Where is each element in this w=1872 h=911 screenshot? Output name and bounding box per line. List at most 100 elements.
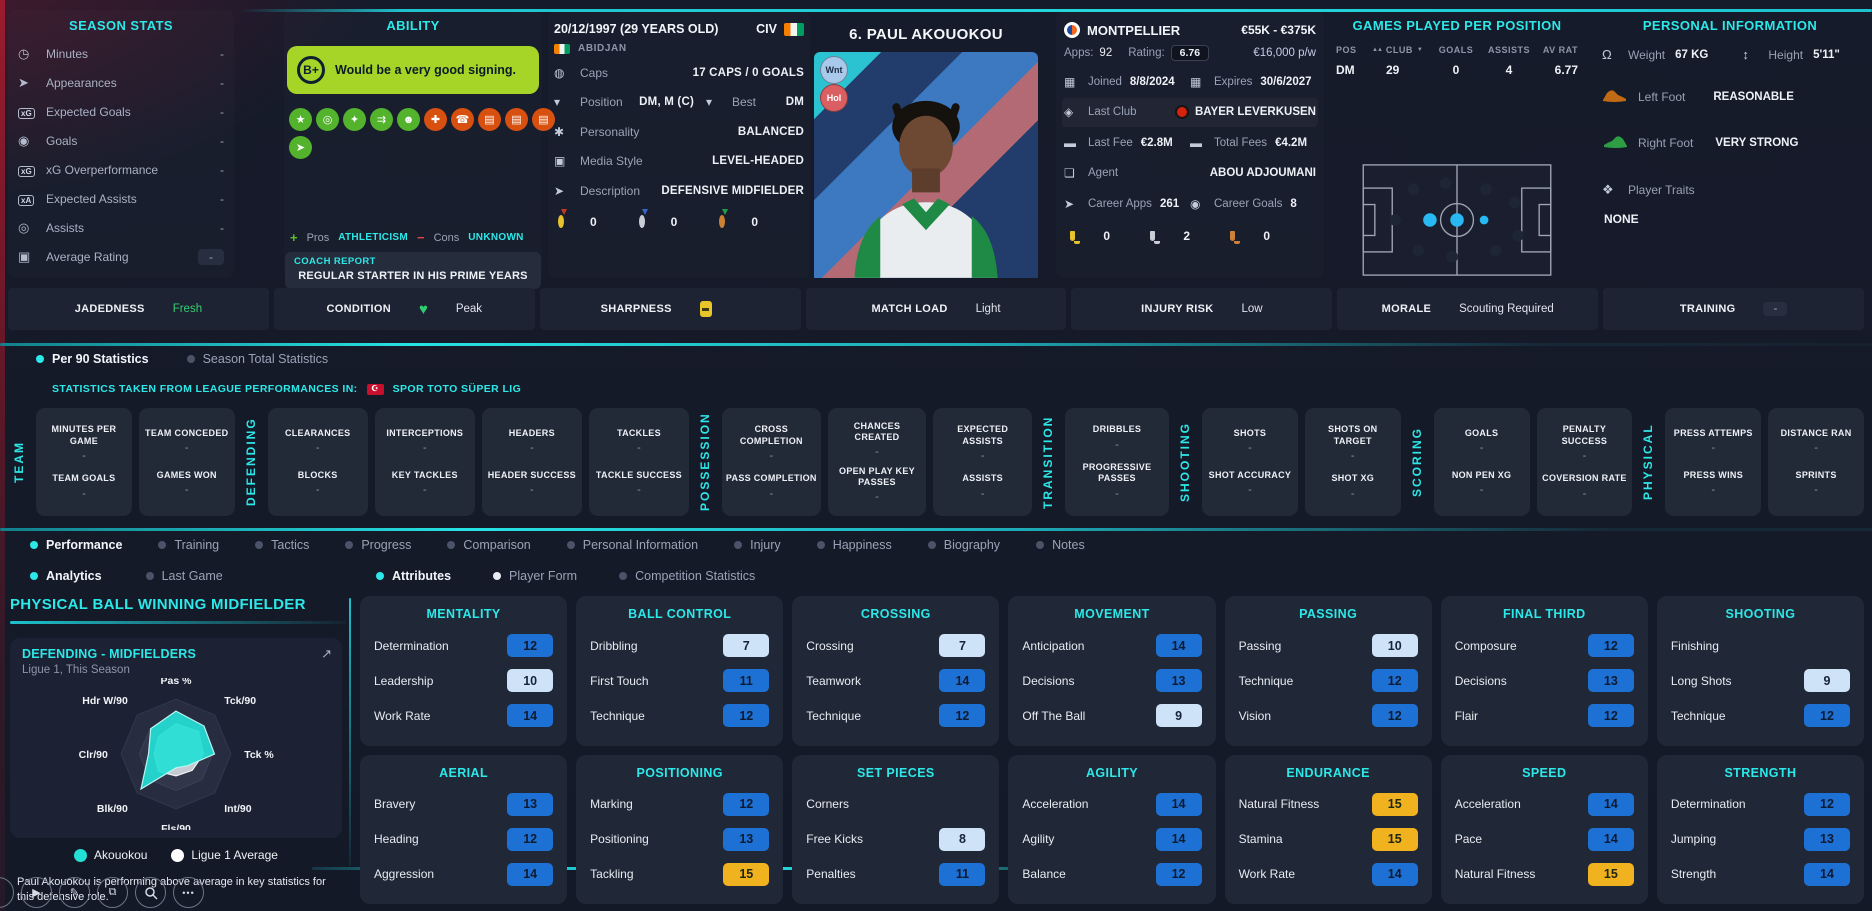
agent-icon: ❏ <box>1064 166 1075 181</box>
calendar-icon: ▦ <box>1064 74 1076 89</box>
tab-analytics[interactable]: Analytics <box>30 569 102 583</box>
stat-value: - <box>980 449 985 462</box>
hidden-action-button[interactable] <box>0 877 14 908</box>
attribute-row: Bravery 13 <box>374 787 554 822</box>
tab-last-game[interactable]: Last Game <box>145 569 223 583</box>
legend-label: Ligue 1 Average <box>191 848 278 862</box>
ability-trait-icons-row2: ➤ <box>289 136 312 159</box>
weight-value: 67 KG <box>1675 48 1709 61</box>
stat-value: - <box>1814 442 1818 455</box>
left-foot-value: REASONABLE <box>1713 91 1794 103</box>
tab-comparison[interactable]: Comparison <box>447 538 531 552</box>
tab-notes[interactable]: Notes <box>1036 538 1085 552</box>
attribute-row: Finishing <box>1671 628 1850 663</box>
attribute-value-badge: 12 <box>1371 704 1418 727</box>
player-photo-panel: 6. PAUL AKOUOKOU Wnt Hol <box>812 10 1040 278</box>
attribute-group-title: AERIAL <box>439 765 489 780</box>
sort-desc-icon[interactable]: ▼ <box>1416 47 1423 53</box>
tab-label: Happiness <box>832 538 892 552</box>
column-assists[interactable]: ASSISTS <box>1487 45 1530 55</box>
money-icon: ▬ <box>1064 135 1076 150</box>
attribute-value-badge: 11 <box>939 862 986 886</box>
tab-per-90-statistics[interactable]: Per 90 Statistics <box>36 352 149 366</box>
attribute-value-badge: 14 <box>1587 792 1634 816</box>
condition-label: CONDITION <box>326 303 391 315</box>
attribute-value-badge: 12 <box>507 827 554 851</box>
condition-value: Peak <box>455 303 483 315</box>
column-club[interactable]: CLUB <box>1385 45 1413 55</box>
sort-asc-icon[interactable]: ▲▲ <box>1372 47 1383 53</box>
agent-name: ABOU ADJOUMANI <box>1209 167 1316 180</box>
tab-dot-icon <box>376 572 384 580</box>
tab-dot-icon <box>816 541 825 549</box>
tab-label: Player Form <box>509 569 578 583</box>
stat-group-label: PHYSICAL <box>1641 423 1656 501</box>
expand-icon[interactable]: ↗ <box>321 646 332 661</box>
tab-dot-icon <box>493 572 502 580</box>
stat-label: PASS COMPLETION <box>725 473 817 484</box>
play-button[interactable]: ▶ <box>21 877 52 908</box>
shirt-icon: ▾ <box>706 95 713 110</box>
tab-player-form[interactable]: Player Form <box>493 569 577 583</box>
stat-card: DRIBBLES - PROGRESSIVE PASSES - <box>1064 408 1170 516</box>
season-stat-row: ➤ Appearances - <box>18 68 224 97</box>
medical-cross-icon: ✚ <box>424 108 447 131</box>
attribute-value-badge: 13 <box>507 792 554 816</box>
stat-label: PROGRESSIVE PASSES <box>1082 462 1152 484</box>
edit-button[interactable]: ✎ <box>59 877 90 908</box>
tab-dot-icon <box>158 541 167 549</box>
date-of-birth: 20/12/1997 (29 YEARS OLD) <box>554 22 719 36</box>
stat-label: DRIBBLES <box>1092 424 1142 435</box>
player-traits-row: ❖ Player Traits <box>1602 182 1858 198</box>
attribute-label: Leadership <box>374 673 434 688</box>
stat-group-possession: POSSESSION CROSS COMPLETION - PASS COMPLE… <box>698 408 1032 516</box>
stat-value: - <box>637 483 641 496</box>
silver-trophy-icon <box>1150 230 1161 244</box>
tab-injury[interactable]: Injury <box>734 538 781 552</box>
statistics-source-league[interactable]: SPOR TOTO SÜPER LIG <box>392 383 522 395</box>
stat-group-team: TEAM MINUTES PER GAME - TEAM GOALS - TEAM … <box>12 408 235 516</box>
attribute-row: Positioning 13 <box>590 822 770 857</box>
search-button[interactable] <box>135 877 166 908</box>
attribute-label: Natural Fitness <box>1454 867 1536 881</box>
tab-training[interactable]: Training <box>158 538 219 552</box>
column-goals[interactable]: GOALS <box>1438 45 1474 55</box>
season-stat-value: - <box>220 46 224 61</box>
tab-attributes[interactable]: Attributes <box>376 569 451 583</box>
attribute-value-badge: 15 <box>723 862 770 886</box>
attribute-row: Pace 14 <box>1455 822 1634 857</box>
stat-label: INTERCEPTIONS <box>386 428 464 439</box>
caps-label: Caps <box>580 65 609 80</box>
tab-biography[interactable]: Biography <box>927 538 1000 552</box>
tab-happiness[interactable]: Happiness <box>816 538 892 552</box>
games-table-row: DM 29 0 4 6.77 <box>1332 63 1582 77</box>
tab-dot-icon <box>619 572 628 580</box>
stat-label: MINUTES PER GAME <box>51 424 117 446</box>
tab-season-total-statistics[interactable]: Season Total Statistics <box>186 352 328 366</box>
birthplace: ABIDJAN <box>578 43 627 54</box>
stat-label: NON PEN XG <box>1451 469 1512 480</box>
injury-risk-label: INJURY RISK <box>1141 303 1214 315</box>
attribute-value-badge: 13 <box>1587 669 1634 692</box>
stat-group-label: TRANSITION <box>1040 415 1055 509</box>
more-button[interactable]: ••• <box>173 877 204 908</box>
tab-progress[interactable]: Progress <box>345 538 411 552</box>
tab-performance[interactable]: Performance <box>30 538 122 552</box>
turkey-flag-icon: ☪ <box>366 383 384 395</box>
xa-icon: xA <box>18 191 46 206</box>
attribute-label: Technique <box>590 708 645 723</box>
attribute-row: Leadership 10 <box>374 663 554 698</box>
attribute-row: Determination 12 <box>1671 787 1850 822</box>
column-av-rat[interactable]: AV RAT <box>1542 45 1578 55</box>
attribute-group-strength: STRENGTH Determination 12 Jumping 13 Stren… <box>1656 754 1864 904</box>
tab-personal-information[interactable]: Personal Information <box>566 538 698 552</box>
stat-card: INTERCEPTIONS - KEY TACKLES - <box>374 408 475 516</box>
attribute-label: Penalties <box>806 867 856 881</box>
jadedness-value: Fresh <box>172 303 203 315</box>
column-pos[interactable]: POS <box>1336 45 1357 55</box>
tab-competition-statistics[interactable]: Competition Statistics <box>619 569 755 583</box>
copy-button[interactable]: ⧉ <box>97 877 128 908</box>
tab-tactics[interactable]: Tactics <box>255 538 309 552</box>
attribute-group-crossing: CROSSING Crossing 7 Teamwork 14 Technique 1… <box>792 596 1000 746</box>
attribute-row: Penalties 11 <box>806 857 986 892</box>
